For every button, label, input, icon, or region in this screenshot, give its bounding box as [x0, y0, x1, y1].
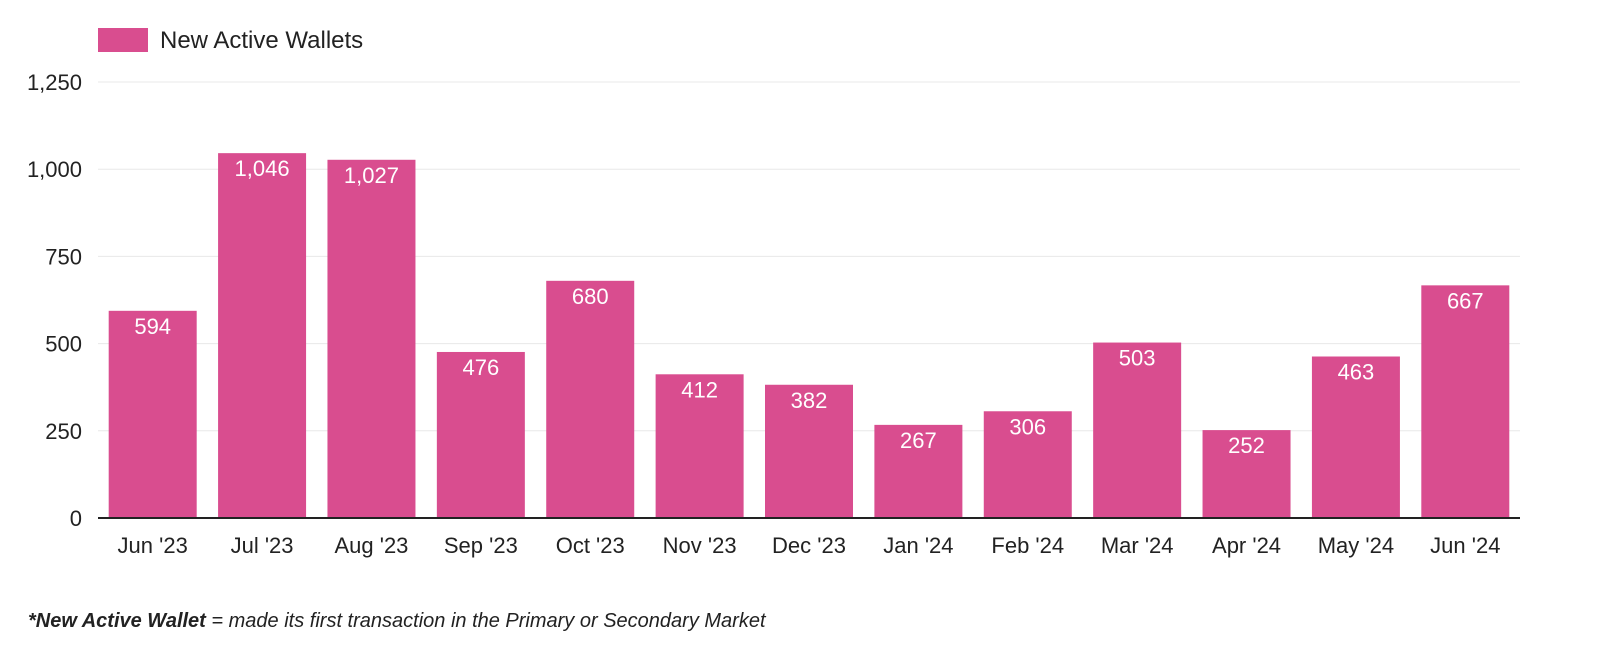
bar-value-label: 1,046 — [235, 156, 290, 181]
y-tick-label: 1,250 — [27, 70, 82, 95]
x-tick-label: Dec '23 — [772, 533, 846, 558]
bar-value-label: 1,027 — [344, 163, 399, 188]
footnote: *New Active Wallet = made its first tran… — [28, 610, 766, 633]
bar — [546, 280, 635, 518]
bar-value-labels: 594 1,046 1,027 476 680 412 382 267 306 503 252 463… — [134, 156, 1483, 458]
bars — [108, 153, 1510, 518]
y-tick-label: 0 — [70, 506, 82, 531]
y-tick-label: 750 — [45, 244, 82, 269]
x-tick-label: Jun '24 — [1430, 533, 1500, 558]
gridlines — [98, 81, 1520, 432]
bar-value-label: 252 — [1228, 433, 1265, 458]
bar — [983, 411, 1072, 518]
bar-value-label: 503 — [1119, 346, 1156, 371]
bar-value-label: 412 — [681, 377, 718, 402]
bar — [1202, 430, 1291, 518]
bar — [1421, 285, 1510, 518]
x-tick-label: Jan '24 — [883, 533, 953, 558]
y-axis-ticks: 0 250 500 750 1,000 1,250 — [27, 70, 82, 531]
x-tick-label: Apr '24 — [1212, 533, 1281, 558]
bar-value-label: 267 — [900, 428, 937, 453]
x-tick-label: Jul '23 — [231, 533, 294, 558]
x-tick-label: Nov '23 — [663, 533, 737, 558]
footnote-term: *New Active Wallet — [28, 610, 206, 632]
x-tick-label: Oct '23 — [556, 533, 625, 558]
bar — [108, 310, 197, 518]
x-tick-label: Feb '24 — [991, 533, 1064, 558]
x-tick-label: Aug '23 — [334, 533, 408, 558]
bar-value-label: 594 — [134, 314, 171, 339]
bar-value-label: 463 — [1338, 360, 1375, 385]
x-tick-label: May '24 — [1318, 533, 1394, 558]
footnote-definition: = made its first transaction in the Prim… — [205, 610, 766, 632]
legend: New Active Wallets — [98, 27, 363, 54]
legend-swatch — [98, 28, 148, 52]
x-axis-ticks: Jun '23 Jul '23 Aug '23 Sep '23 Oct '23 Nov '… — [118, 533, 1501, 558]
y-tick-label: 1,000 — [27, 157, 82, 182]
bar — [1311, 356, 1400, 518]
bar-value-label: 476 — [462, 355, 499, 380]
bar — [436, 351, 525, 518]
bar — [655, 374, 744, 518]
x-tick-label: Mar '24 — [1101, 533, 1174, 558]
bar-value-label: 382 — [791, 388, 828, 413]
y-tick-label: 250 — [45, 419, 82, 444]
bar — [765, 384, 853, 518]
y-tick-label: 500 — [45, 332, 82, 357]
bar-value-label: 306 — [1009, 414, 1046, 439]
bar — [327, 159, 416, 518]
bar — [218, 153, 307, 518]
legend-label: New Active Wallets — [160, 27, 363, 54]
bar — [1093, 342, 1182, 518]
bar-value-label: 680 — [572, 284, 609, 309]
bar-value-label: 667 — [1447, 288, 1484, 313]
x-tick-label: Jun '23 — [118, 533, 188, 558]
bar — [874, 424, 963, 518]
x-tick-label: Sep '23 — [444, 533, 518, 558]
